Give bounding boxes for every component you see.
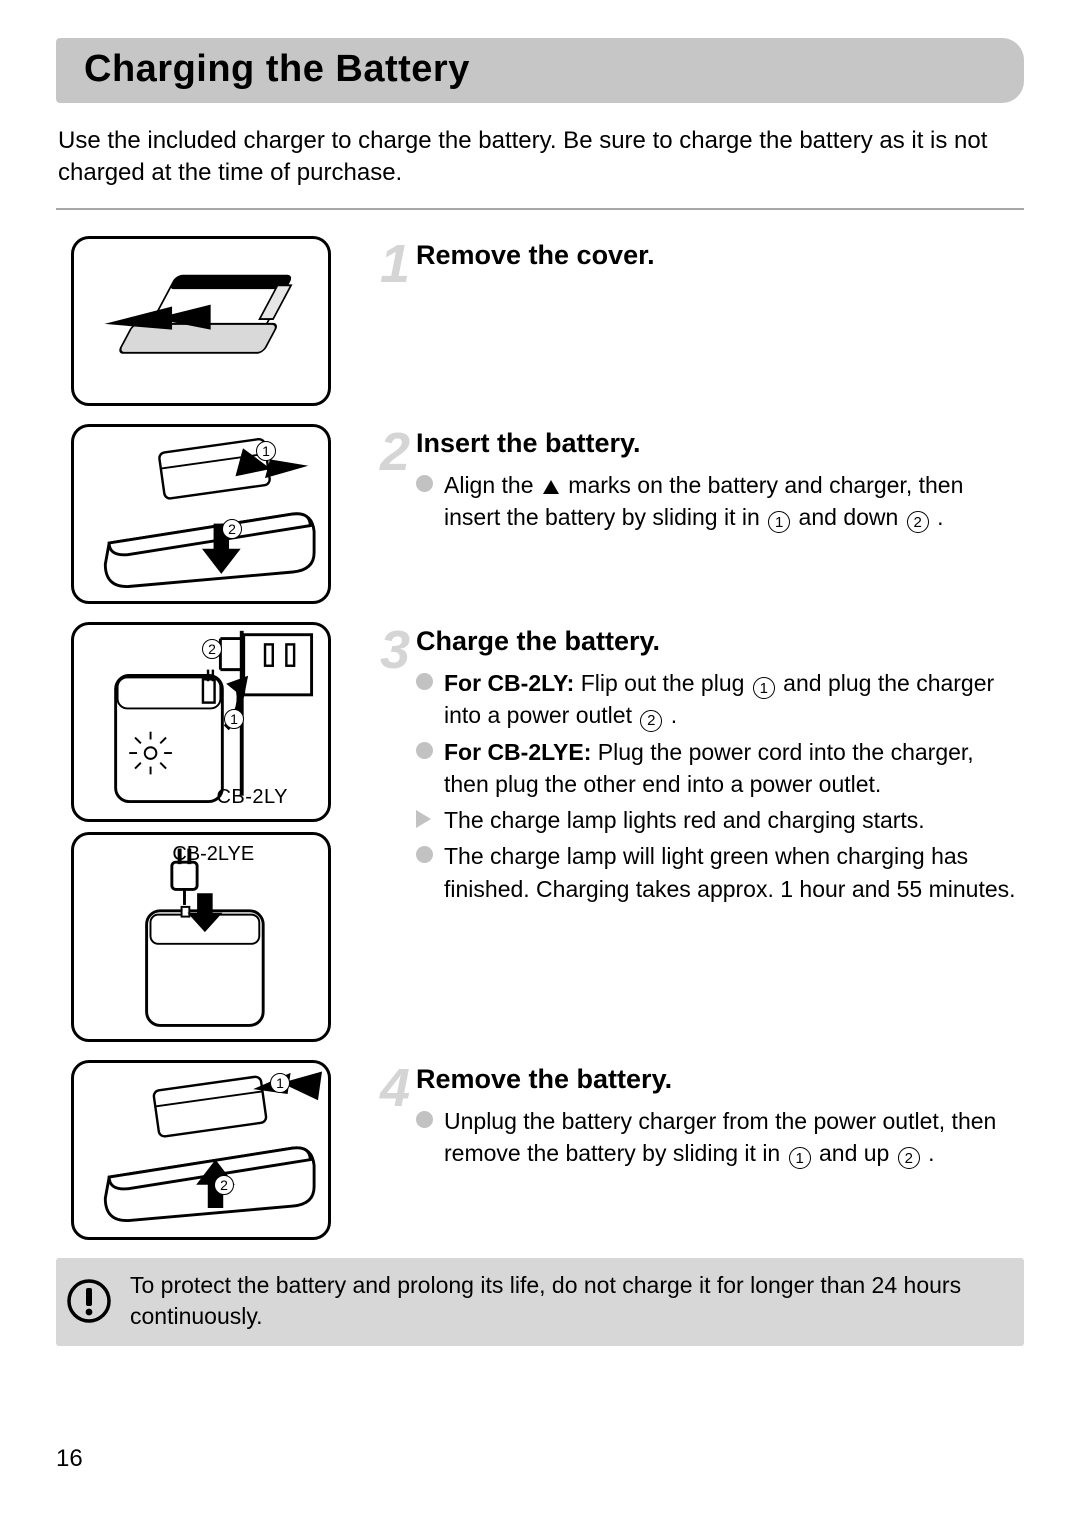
step-2-illustration: 1 2 (71, 424, 331, 604)
cb2ly-svg (71, 625, 331, 819)
step-3: 2 1 CB-2LY (56, 622, 1024, 1042)
bullet-icon (416, 742, 433, 759)
page-number: 16 (56, 1445, 83, 1473)
step-1-illustration (71, 236, 331, 406)
step-4-bullets: Unplug the battery charger from the powe… (416, 1105, 1024, 1170)
bullet-tri-icon (416, 810, 431, 828)
step-2-image-col: 1 2 (56, 424, 346, 604)
page-title: Charging the Battery (84, 48, 996, 91)
step-3-bullets: For CB-2LY: Flip out the plug 1 and plug… (416, 667, 1024, 905)
remove-battery-svg (71, 1063, 331, 1237)
step-1-body: 1 Remove the cover. (366, 236, 1024, 285)
bullet-icon (416, 673, 433, 690)
bullet-text: For CB-2LY: Flip out the plug 1 and plug… (444, 670, 994, 729)
caution-note: To protect the battery and prolong its l… (56, 1258, 1024, 1346)
bullet-icon (416, 846, 433, 863)
bullet-text: The charge lamp lights red and charging … (444, 807, 925, 833)
intro-text: Use the included charger to charge the b… (56, 125, 1024, 210)
step-2-body: 2 Insert the battery. Align the marks on… (366, 424, 1024, 538)
bullet-icon (416, 1111, 433, 1128)
step-3-illustration-b: CB-2LYE (71, 832, 331, 1042)
insert-battery-svg (71, 427, 331, 601)
step-3-label-b: CB-2LYE (172, 843, 254, 866)
step-4-image-col: 1 2 (56, 1060, 346, 1240)
step-3-body: 3 Charge the battery. For CB-2LY: Flip o… (366, 622, 1024, 909)
step-4-title: Remove the battery. (416, 1064, 1024, 1095)
step-1-image-col (56, 236, 346, 406)
step-3-label-a: CB-2LY (216, 786, 288, 809)
step-3-number: 3 (366, 624, 408, 909)
step-4-body: 4 Remove the battery. Unplug the battery… (366, 1060, 1024, 1174)
bullet: Unplug the battery charger from the powe… (416, 1105, 1024, 1170)
bullet: For CB-2LY: Flip out the plug 1 and plug… (416, 667, 1024, 732)
battery-cover-svg (71, 239, 331, 403)
step-4: 1 2 (56, 1060, 1024, 1240)
bullet-icon (416, 475, 433, 492)
step-2-number: 2 (366, 426, 408, 538)
step-4-illustration: 1 2 (71, 1060, 331, 1240)
step-2-title: Insert the battery. (416, 428, 1024, 459)
caution-icon (66, 1278, 112, 1324)
bullet: For CB-2LYE: Plug the power cord into th… (416, 736, 1024, 800)
step-1: 1 Remove the cover. (56, 236, 1024, 406)
bullet-text: The charge lamp will light green when ch… (444, 843, 1016, 901)
step-1-number: 1 (366, 238, 408, 285)
bullet: The charge lamp lights red and charging … (416, 804, 1024, 836)
caution-text: To protect the battery and prolong its l… (130, 1270, 1010, 1332)
step-2-bullets: Align the marks on the battery and charg… (416, 469, 1024, 534)
bullet-text: Unplug the battery charger from the powe… (444, 1108, 996, 1166)
bullet: Align the marks on the battery and charg… (416, 469, 1024, 534)
bullet: The charge lamp will light green when ch… (416, 840, 1024, 904)
bullet-text: For CB-2LYE: Plug the power cord into th… (444, 739, 974, 797)
step-3-illustration-a: 2 1 CB-2LY (71, 622, 331, 822)
step-3-image-col: 2 1 CB-2LY (56, 622, 346, 1042)
step-1-title: Remove the cover. (416, 240, 1024, 271)
bullet-text: Align the marks on the battery and charg… (444, 472, 963, 530)
steps: 1 Remove the cover. 1 2 (56, 236, 1024, 1240)
step-4-number: 4 (366, 1062, 408, 1174)
title-bar: Charging the Battery (56, 38, 1024, 103)
step-3-title: Charge the battery. (416, 626, 1024, 657)
step-2: 1 2 (56, 424, 1024, 604)
